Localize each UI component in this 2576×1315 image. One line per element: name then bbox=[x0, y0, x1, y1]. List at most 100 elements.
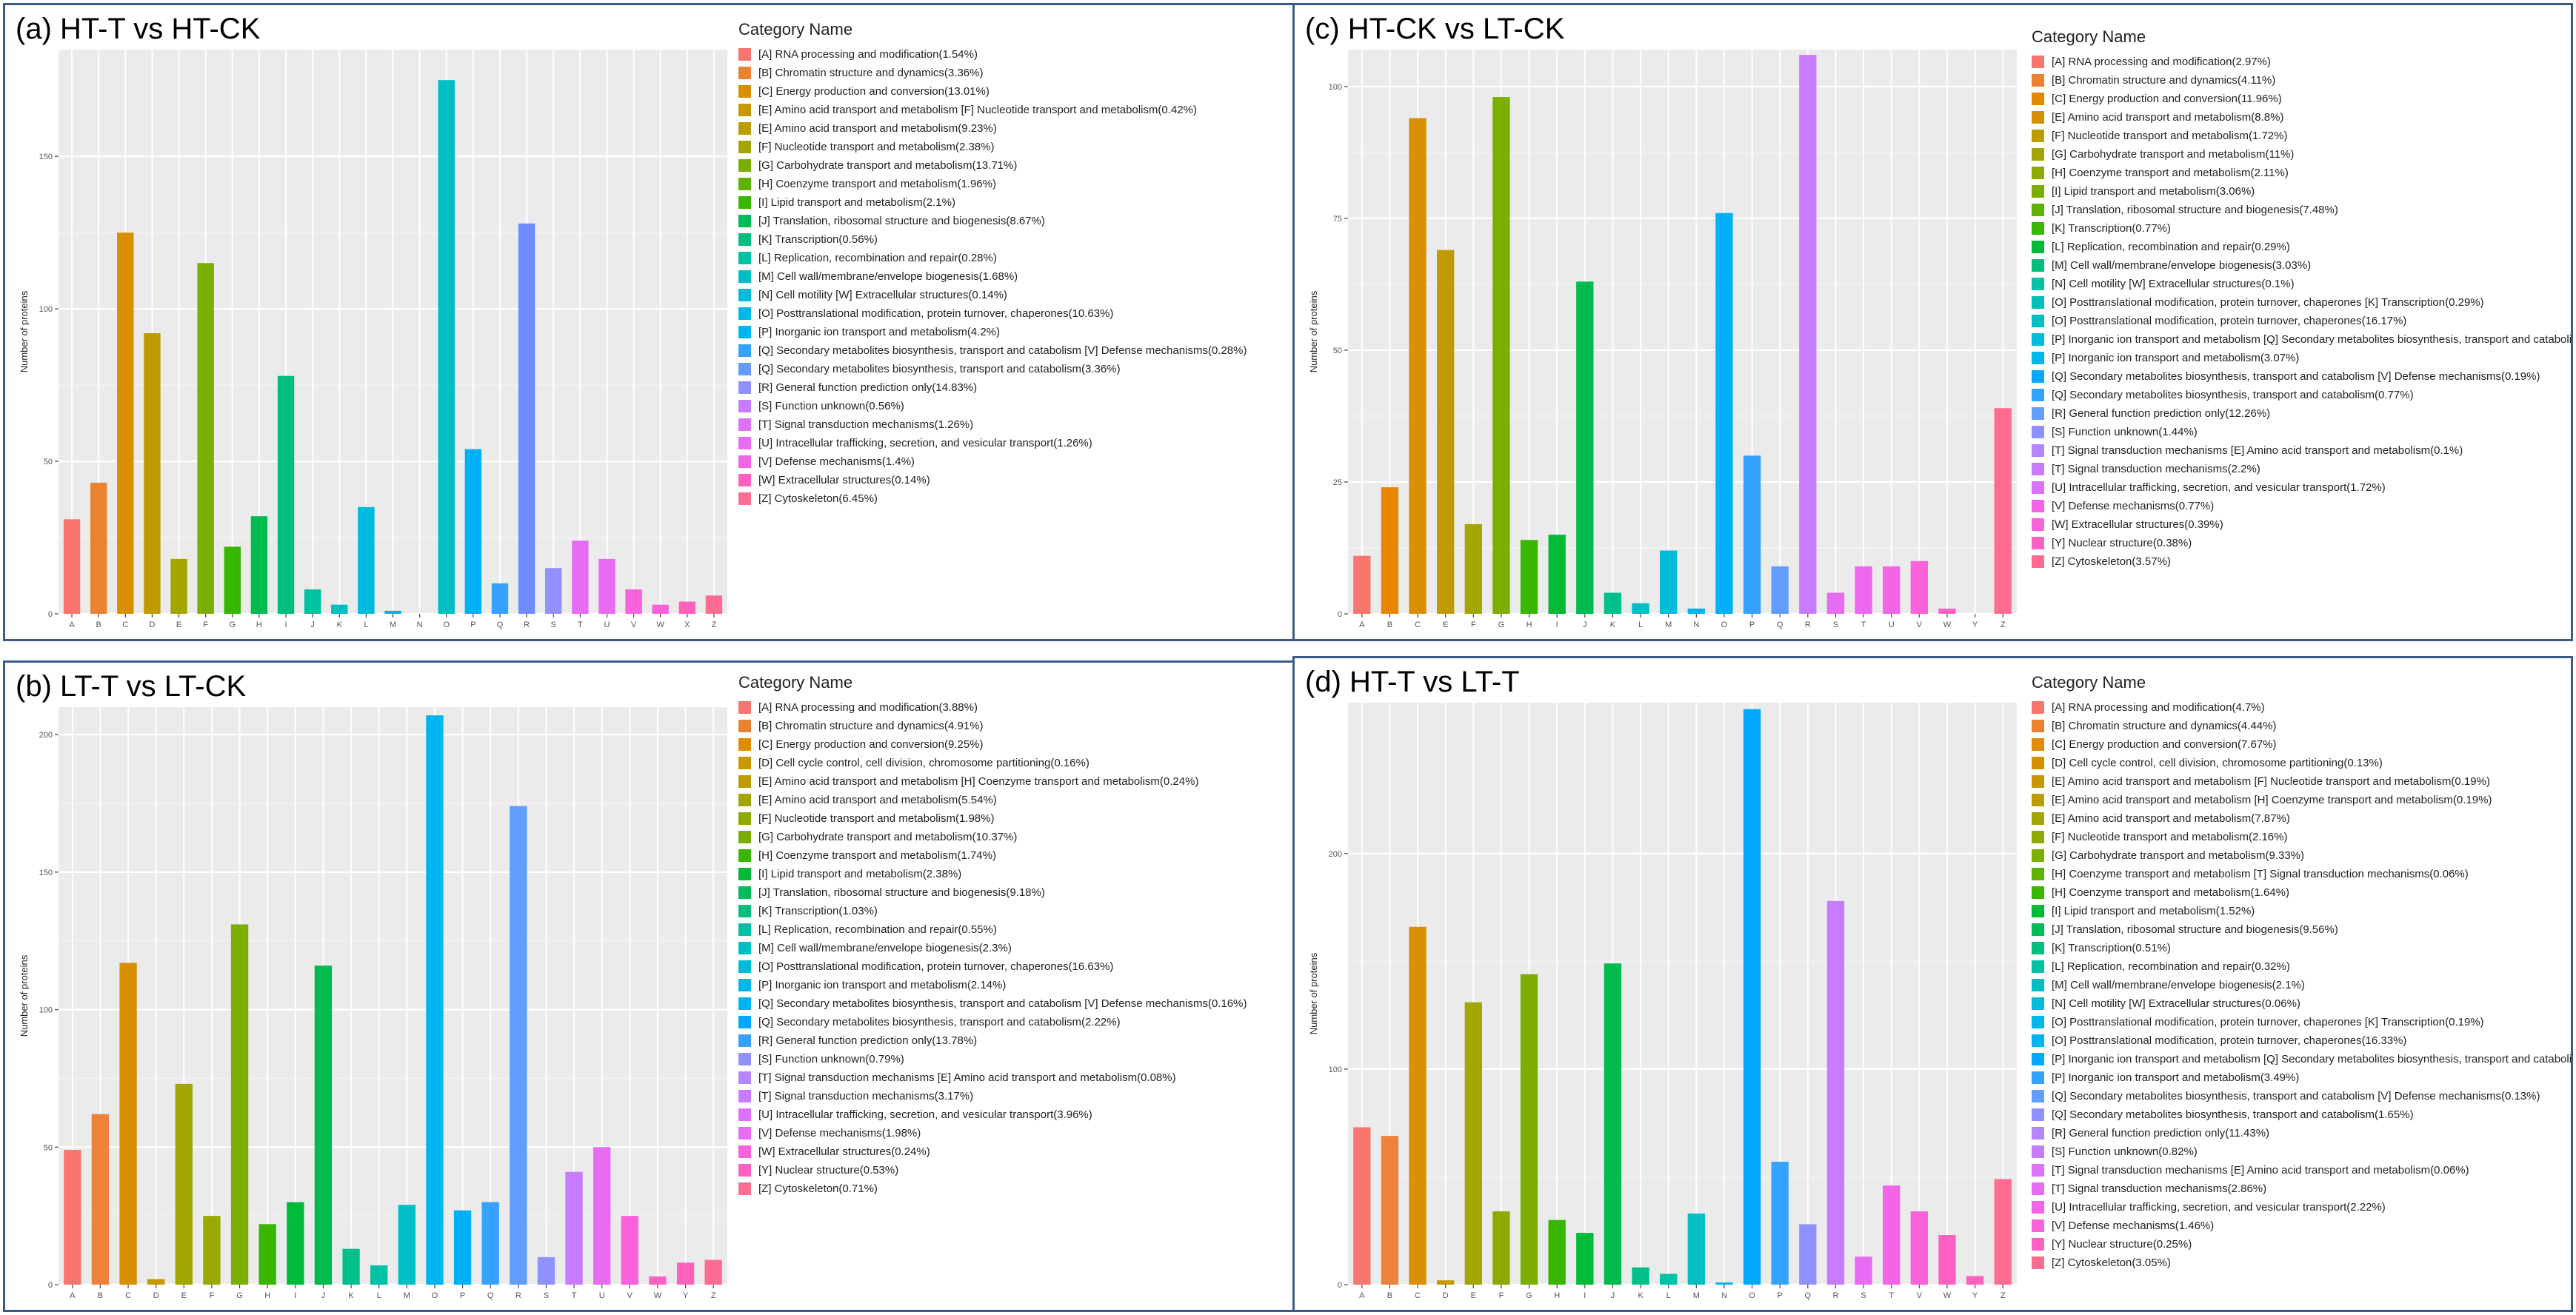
x-tick-label: J bbox=[321, 1291, 326, 1300]
x-tick-label: S bbox=[1861, 1291, 1866, 1300]
legend-swatch bbox=[738, 1108, 751, 1121]
x-tick-label: D bbox=[153, 1291, 159, 1300]
legend-item: [R] General function prediction only(13.… bbox=[738, 1031, 1306, 1050]
legend-swatch bbox=[738, 455, 751, 468]
legend: Category Name [A] RNA processing and modi… bbox=[2032, 27, 2572, 571]
legend-swatch bbox=[2032, 444, 2044, 457]
legend-item: [L] Replication, recombination and repai… bbox=[2032, 238, 2571, 256]
bar bbox=[90, 482, 107, 614]
legend-label: [H] Coenzyme transport and metabolism(1.… bbox=[2052, 886, 2289, 899]
x-tick-label: T bbox=[1861, 620, 1866, 629]
x-tick-label: H bbox=[1526, 620, 1532, 629]
legend-item: [F] Nucleotide transport and metabolism(… bbox=[738, 138, 1306, 156]
bar bbox=[1520, 974, 1538, 1285]
bar bbox=[1883, 566, 1901, 614]
legend-item: [E] Amino acid transport and metabolism(… bbox=[738, 119, 1306, 138]
legend-label: [D] Cell cycle control, cell division, c… bbox=[758, 757, 1090, 769]
legend-item: [Z] Cytoskeleton(3.05%) bbox=[2032, 1254, 2571, 1272]
legend-label: [A] RNA processing and modification(2.97… bbox=[2052, 56, 2271, 68]
legend-label: [Q] Secondary metabolites biosynthesis, … bbox=[758, 344, 1247, 357]
bar bbox=[1826, 900, 1845, 1285]
legend-label: [R] General function prediction only(11.… bbox=[2052, 1127, 2270, 1140]
legend-label: [T] Signal transduction mechanisms(3.17%… bbox=[758, 1090, 974, 1102]
legend-item: [G] Carbohydrate transport and metabolis… bbox=[2032, 145, 2571, 164]
bar bbox=[175, 1083, 193, 1285]
x-tick-label: I bbox=[294, 1291, 296, 1300]
bar bbox=[1492, 1211, 1510, 1285]
bar bbox=[91, 1114, 110, 1285]
legend-label: [G] Carbohydrate transport and metabolis… bbox=[2052, 849, 2304, 862]
legend-label: [P] Inorganic ion transport and metaboli… bbox=[2052, 333, 2572, 346]
legend-item: [G] Carbohydrate transport and metabolis… bbox=[2032, 846, 2571, 865]
legend-swatch bbox=[738, 381, 751, 394]
x-tick-label: G bbox=[1498, 620, 1505, 629]
legend-item: [E] Amino acid transport and metabolism … bbox=[738, 772, 1306, 791]
x-tick-label: R bbox=[524, 620, 530, 629]
legend-label: [B] Chromatin structure and dynamics(4.1… bbox=[2052, 74, 2276, 87]
bar bbox=[1910, 1211, 1928, 1285]
bar bbox=[250, 516, 268, 614]
y-tick-label: 200 bbox=[39, 731, 53, 740]
legend-swatch bbox=[2032, 886, 2044, 899]
bar bbox=[1464, 523, 1482, 614]
bar bbox=[1632, 603, 1649, 614]
legend-swatch bbox=[738, 400, 751, 412]
legend-label: [V] Defense mechanisms(1.46%) bbox=[2052, 1219, 2215, 1232]
bar bbox=[1883, 1185, 1901, 1285]
bar bbox=[464, 449, 482, 614]
legend: Category Name [A] RNA processing and modi… bbox=[738, 20, 1306, 508]
legend-item: [A] RNA processing and modification(3.88… bbox=[738, 698, 1306, 717]
bar bbox=[197, 263, 214, 614]
x-tick-label: H bbox=[256, 620, 262, 629]
legend-swatch bbox=[738, 1164, 751, 1177]
x-tick-label: O bbox=[1721, 620, 1728, 629]
legend-swatch bbox=[738, 196, 751, 209]
plot-area bbox=[59, 707, 727, 1285]
legend-item: [P] Inorganic ion transport and metaboli… bbox=[2032, 1068, 2571, 1087]
legend-item: [Y] Nuclear structure(0.53%) bbox=[738, 1161, 1306, 1180]
legend-label: [J] Translation, ribosomal structure and… bbox=[2052, 923, 2338, 936]
bar bbox=[314, 966, 333, 1285]
bar bbox=[1910, 561, 1928, 614]
x-tick-label: J bbox=[310, 620, 315, 629]
legend-swatch bbox=[2032, 794, 2044, 806]
legend-item: [Q] Secondary metabolites biosynthesis, … bbox=[2032, 386, 2571, 404]
bar bbox=[565, 1171, 583, 1285]
x-tick-label: Y bbox=[1972, 1291, 1978, 1300]
legend-swatch bbox=[738, 122, 751, 135]
legend-swatch bbox=[738, 270, 751, 283]
bar bbox=[1548, 1219, 1566, 1285]
legend-item: [S] Function unknown(1.44%) bbox=[2032, 423, 2571, 441]
legend-swatch bbox=[738, 159, 751, 172]
bar bbox=[1855, 566, 1872, 614]
legend-label: [Q] Secondary metabolites biosynthesis, … bbox=[2052, 389, 2414, 401]
y-tick-label: 100 bbox=[1329, 83, 1342, 92]
legend-swatch bbox=[738, 997, 751, 1010]
legend-swatch bbox=[2032, 923, 2044, 936]
legend-label: [E] Amino acid transport and metabolism(… bbox=[2052, 111, 2284, 124]
legend-label: [N] Cell motility [W] Extracellular stru… bbox=[758, 289, 1007, 301]
legend-swatch bbox=[2032, 775, 2044, 788]
bar bbox=[1660, 1274, 1678, 1285]
y-tick-label: 0 bbox=[48, 610, 53, 619]
x-tick-label: Z bbox=[2001, 1291, 2006, 1300]
y-tick-label: 50 bbox=[1333, 347, 1342, 355]
legend-item: [O] Posttranslational modification, prot… bbox=[738, 304, 1306, 323]
bar bbox=[481, 1202, 499, 1285]
legend-item: [N] Cell motility [W] Extracellular stru… bbox=[738, 286, 1306, 304]
x-tick-label: A bbox=[1359, 620, 1365, 629]
panel-title: (a) HT-T vs HT-CK bbox=[16, 13, 261, 45]
x-tick-label: E bbox=[176, 620, 181, 629]
x-tick-label: M bbox=[404, 1291, 410, 1300]
x-tick-label: P bbox=[1749, 620, 1755, 629]
x-tick-label: P bbox=[1778, 1291, 1783, 1300]
legend-label: [Q] Secondary metabolites biosynthesis, … bbox=[758, 363, 1121, 375]
legend-label: [K] Transcription(0.56%) bbox=[758, 233, 878, 246]
legend-item: [G] Carbohydrate transport and metabolis… bbox=[738, 156, 1306, 175]
y-tick-label: 150 bbox=[39, 869, 53, 877]
legend-item: [V] Defense mechanisms(1.98%) bbox=[738, 1124, 1306, 1142]
bar bbox=[277, 375, 295, 614]
legend-item: [I] Lipid transport and metabolism(3.06%… bbox=[2032, 182, 2571, 201]
y-tick-label: 150 bbox=[39, 153, 53, 161]
legend-swatch bbox=[2032, 960, 2044, 973]
